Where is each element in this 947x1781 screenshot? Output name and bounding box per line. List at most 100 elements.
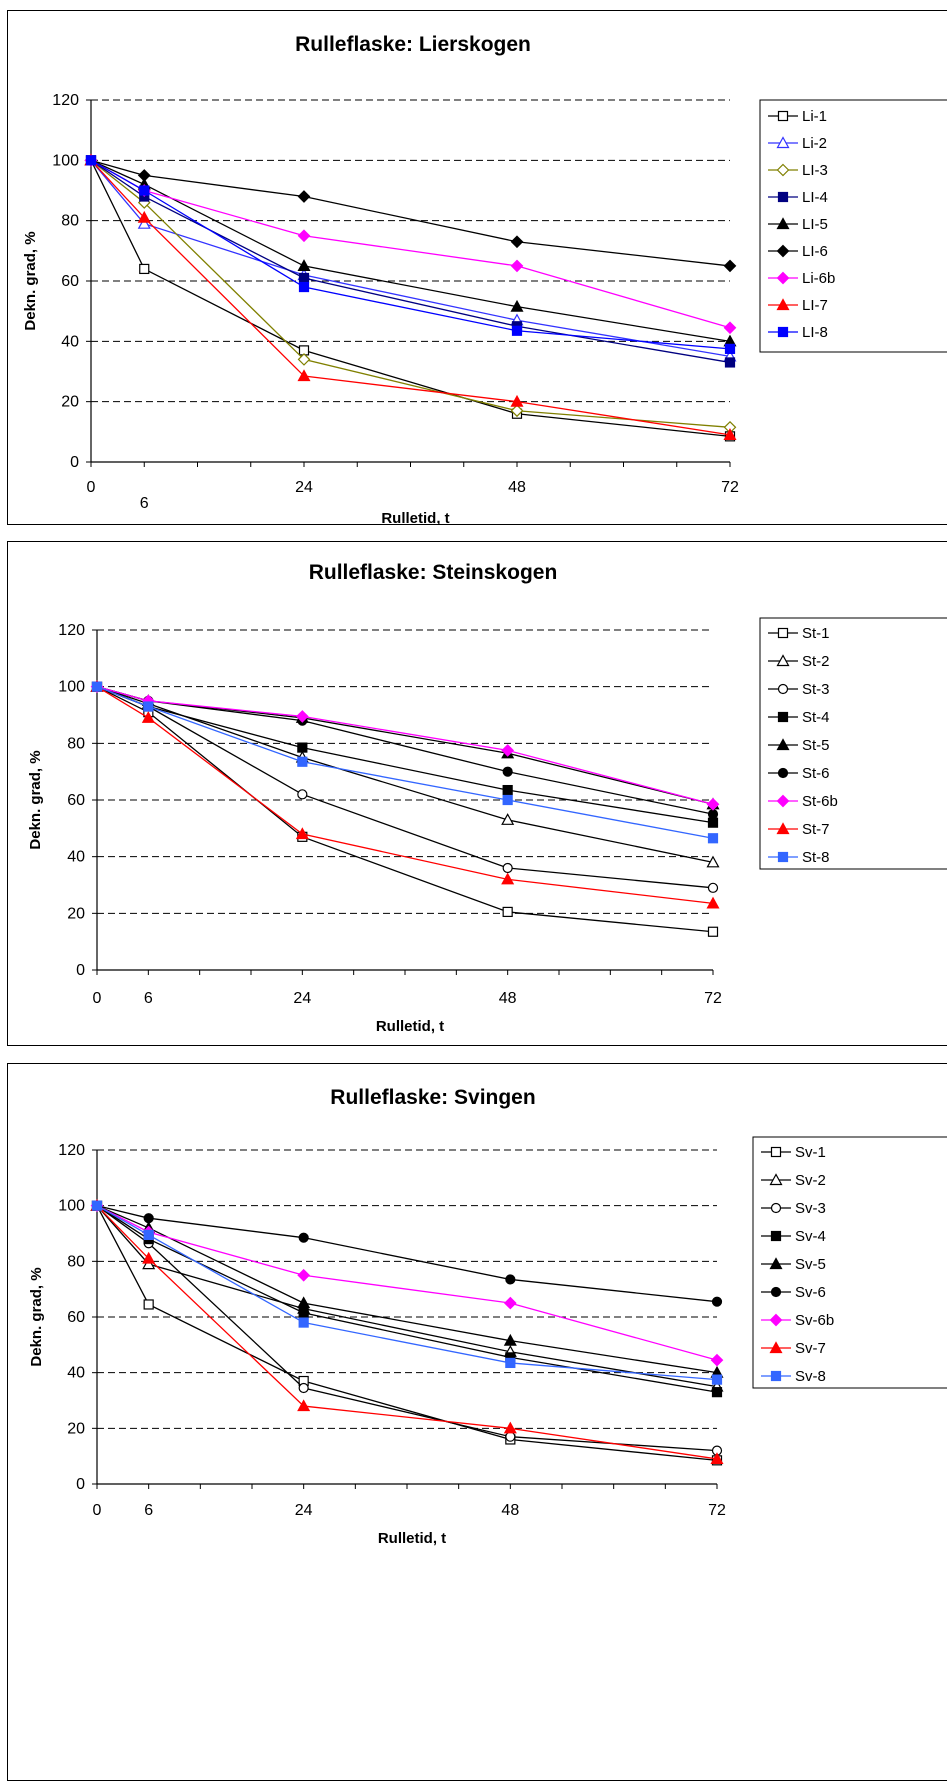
series-li-2 xyxy=(84,153,737,362)
series-sv-4 xyxy=(91,1200,723,1398)
data-point-sv-8 xyxy=(711,1374,723,1385)
series-li-8 xyxy=(85,155,736,354)
series-line-li-1 xyxy=(90,160,731,438)
y-tick-label: 40 xyxy=(61,333,79,350)
legend-label: Sv-5 xyxy=(795,1256,826,1273)
legend-label: LI-5 xyxy=(802,216,828,233)
series-line-li-4 xyxy=(90,159,731,364)
legend-marker xyxy=(777,767,789,779)
data-point-sv-6b xyxy=(297,1268,311,1282)
series-sv-8 xyxy=(91,1200,723,1385)
data-point-li-6b xyxy=(510,259,524,273)
data-point-li-6 xyxy=(510,235,524,249)
legend-box xyxy=(752,1136,947,1389)
series-line-st-8 xyxy=(96,686,714,839)
x-tick-label: 0 xyxy=(93,990,102,1007)
x-tick-label: 72 xyxy=(704,990,722,1007)
data-point-sv-6b xyxy=(710,1353,724,1367)
series-st-6 xyxy=(91,681,719,820)
data-point-st-7 xyxy=(141,711,155,723)
legend-label: St-5 xyxy=(802,737,830,754)
legend-label: Sv-4 xyxy=(795,1228,826,1245)
data-point-li-7 xyxy=(723,428,737,440)
legend-label: Sv-6b xyxy=(795,1312,834,1329)
x-tick-label: 6 xyxy=(144,990,153,1007)
data-point-st-3 xyxy=(502,862,513,874)
x-tick-label: 72 xyxy=(721,479,739,496)
data-point-li-8 xyxy=(139,185,150,196)
chart-title: Rulleflaske: Lierskogen xyxy=(295,33,531,56)
x-tick-label: 6 xyxy=(140,495,149,512)
data-point-st-6b xyxy=(501,744,515,757)
y-tick-label: 60 xyxy=(61,273,79,290)
data-point-st-6 xyxy=(502,766,513,777)
series-line-li-2 xyxy=(90,159,731,358)
legend-label: St-1 xyxy=(802,625,830,642)
y-tick-label: 0 xyxy=(76,962,85,979)
series-li-6 xyxy=(84,153,737,273)
legend-marker xyxy=(776,163,790,177)
x-axis-label: Rulletid, t xyxy=(376,1018,444,1035)
data-point-sv-6b xyxy=(503,1296,517,1310)
data-point-sv-7 xyxy=(710,1452,724,1465)
data-point-sv-7 xyxy=(142,1251,156,1264)
data-point-st-3 xyxy=(297,789,308,800)
series-line-sv-6b xyxy=(96,1205,718,1361)
series-line-sv-3 xyxy=(96,1205,718,1452)
legend-label: Sv-1 xyxy=(795,1144,826,1161)
series-li-3 xyxy=(84,153,737,434)
y-tick-label: 0 xyxy=(70,454,79,471)
legend-marker xyxy=(776,794,790,808)
legend-marker xyxy=(777,627,789,639)
series-st-5 xyxy=(90,679,720,810)
series-line-st-4 xyxy=(96,686,714,824)
data-point-st-6b xyxy=(295,710,309,723)
y-axis-label: Dekn. grad, % xyxy=(22,231,39,330)
data-point-li-6 xyxy=(723,259,737,273)
data-point-st-8 xyxy=(297,756,308,767)
data-point-st-8 xyxy=(707,833,719,844)
data-point-st-1 xyxy=(502,906,513,918)
data-point-st-7 xyxy=(706,896,720,909)
chart-2: Rulleflaske: Steinskogen 0 20 40 60 80 100 120 0… xyxy=(27,561,947,1035)
data-point-st-6 xyxy=(707,809,719,820)
x-tick-label: 6 xyxy=(144,1502,153,1519)
series-st-2 xyxy=(90,679,720,868)
y-tick-label: 80 xyxy=(67,1253,85,1270)
data-point-st-6b xyxy=(706,797,720,811)
data-point-sv-3 xyxy=(298,1382,309,1394)
series-line-sv-8 xyxy=(96,1205,718,1381)
y-tick-label: 80 xyxy=(61,213,79,230)
data-point-sv-6 xyxy=(711,1296,723,1307)
legend-marker xyxy=(776,654,790,667)
series-sv-1 xyxy=(91,1200,723,1466)
legend-marker xyxy=(769,1257,783,1270)
data-point-st-4 xyxy=(502,784,513,796)
series-line-st-6 xyxy=(96,686,714,815)
data-point-sv-3 xyxy=(505,1431,516,1442)
legend-marker xyxy=(770,1230,782,1242)
legend-label: Li-1 xyxy=(802,108,827,125)
data-point-li-3 xyxy=(297,353,311,366)
series-line-sv-6 xyxy=(96,1205,718,1303)
legend-label: St-6 xyxy=(802,765,830,782)
legend-marker xyxy=(770,1286,782,1298)
y-tick-label: 100 xyxy=(58,1198,85,1215)
x-tick-label: 48 xyxy=(501,1502,519,1519)
legend-marker xyxy=(777,326,789,338)
legend-label: LI-6 xyxy=(802,243,828,260)
data-point-li-7 xyxy=(137,210,151,223)
legend-label: Sv-2 xyxy=(795,1172,826,1189)
legend-marker xyxy=(770,1202,782,1214)
series-sv-7 xyxy=(90,1198,724,1465)
legend-label: St-8 xyxy=(802,849,830,866)
legend-label: Sv-3 xyxy=(795,1200,826,1217)
data-point-li-8 xyxy=(85,155,97,166)
chart-panel-3: Rulleflaske: Svingen 0 20 40 60 80 100 120 0 6 24 4… xyxy=(7,1063,947,1781)
data-point-li-7 xyxy=(510,394,524,407)
x-axis-label: Rulletid, t xyxy=(378,1530,446,1547)
y-tick-label: 20 xyxy=(61,394,79,411)
y-tick-label: 120 xyxy=(52,92,79,109)
data-point-li-6b xyxy=(297,229,311,243)
y-tick-label: 20 xyxy=(67,905,85,922)
